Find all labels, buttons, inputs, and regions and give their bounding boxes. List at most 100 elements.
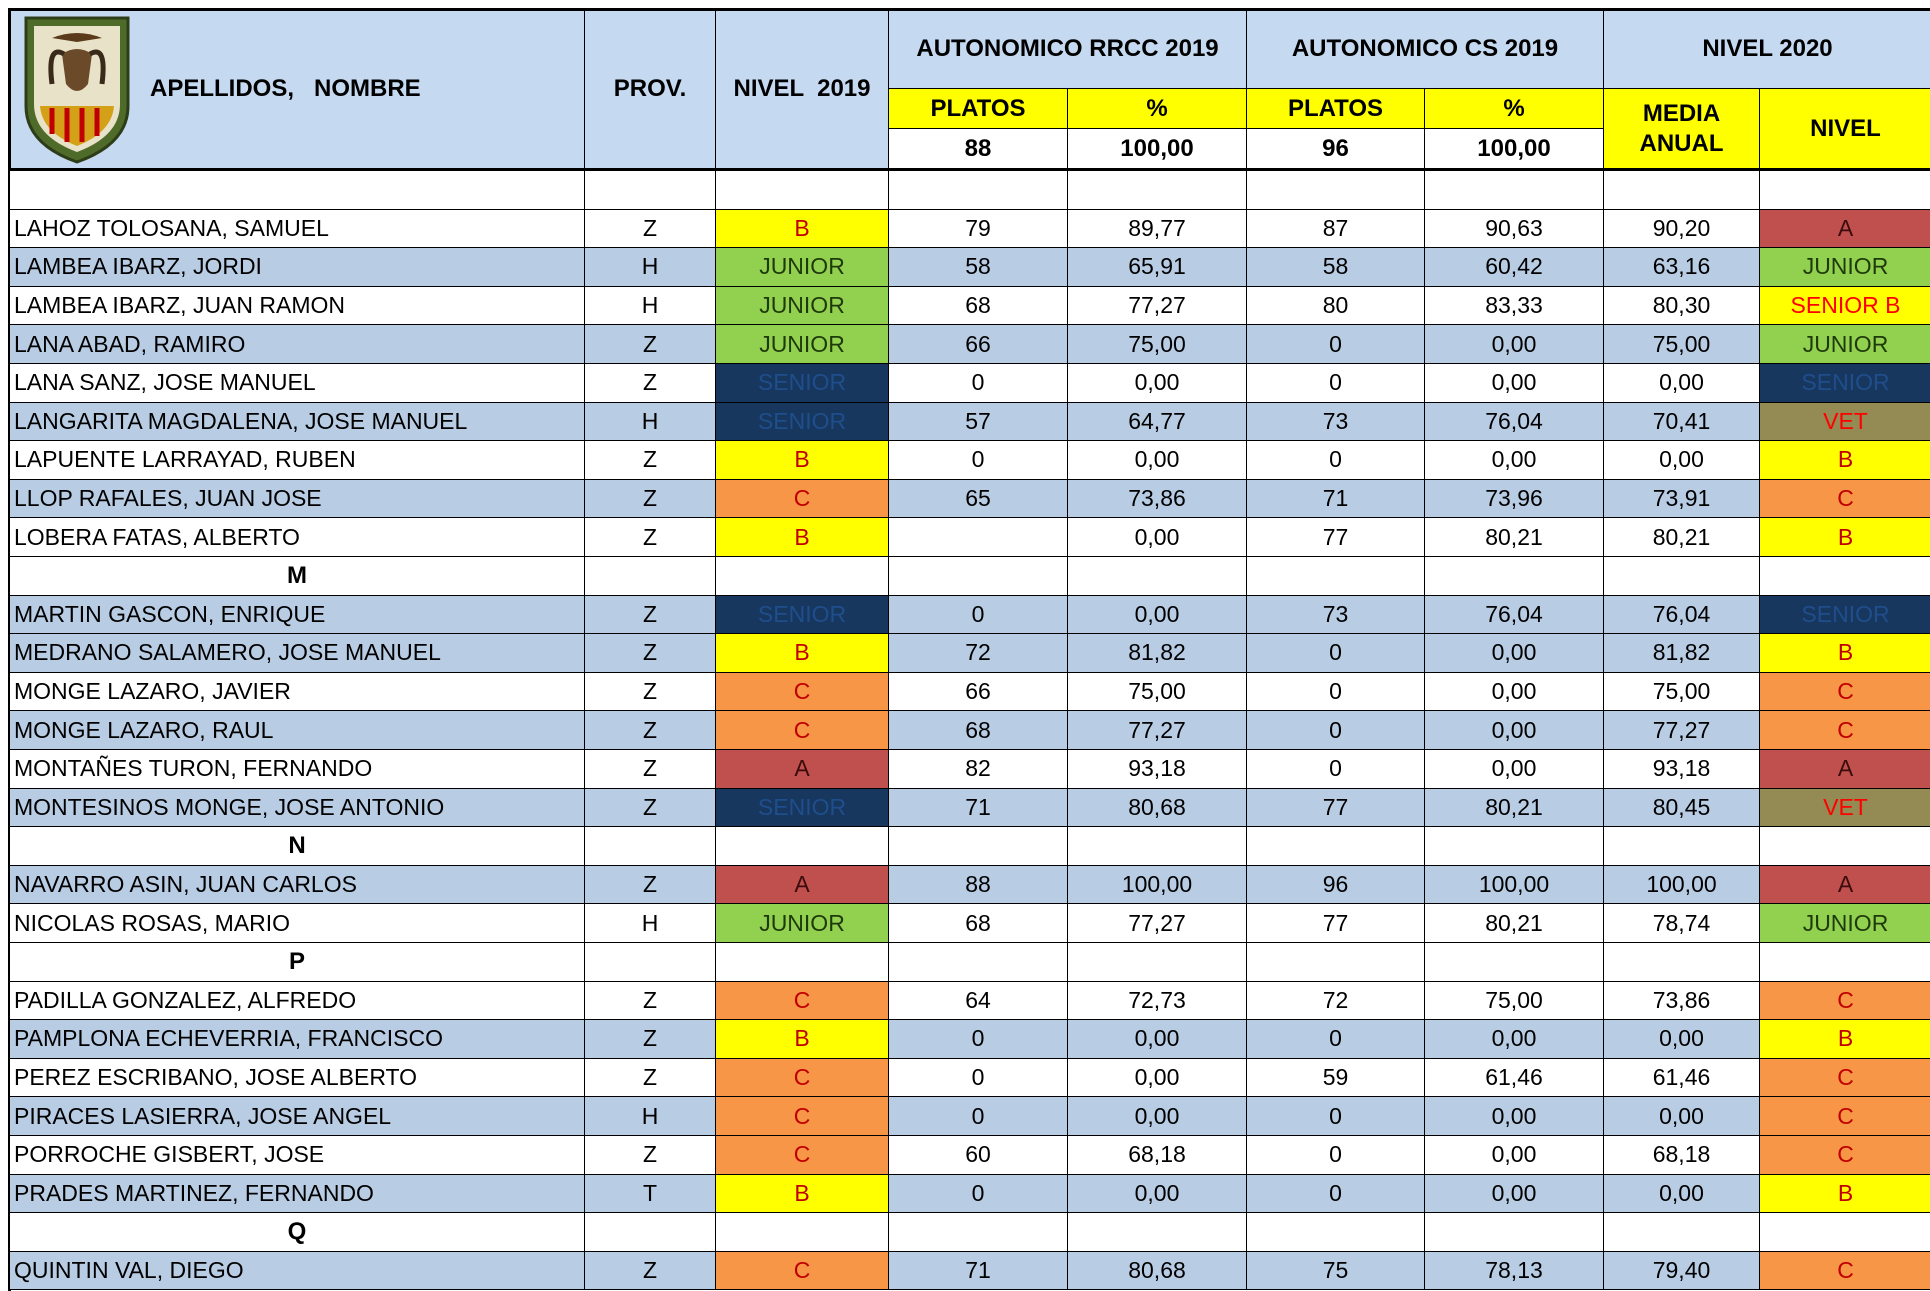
cs-platos: 87 [1247,209,1425,249]
nivel2020: SENIOR B [1760,286,1930,326]
prov: Z [585,672,716,712]
name: LOBERA FATAS, ALBERTO [10,518,585,557]
media: 80,21 [1604,518,1760,557]
cs-platos: 73 [1247,595,1425,635]
cs-pct: 76,04 [1425,595,1604,635]
cs-pct: 76,04 [1425,402,1604,442]
cell [10,171,585,210]
cs-platos: 73 [1247,402,1425,442]
rrcc-platos: 0 [889,1020,1068,1059]
prov: Z [585,981,716,1021]
media: 75,00 [1604,672,1760,712]
cell [1604,943,1760,982]
cell [585,943,716,982]
letter-heading: M [10,557,585,596]
cs-pct: 80,21 [1425,788,1604,828]
rrcc-pct: 75,00 [1068,325,1247,364]
nivel2020: SENIOR [1760,364,1930,403]
media: 76,04 [1604,595,1760,635]
letter-heading: N [10,827,585,866]
name: PORROCHE GISBERT, JOSE [10,1136,585,1175]
nivel2019: JUNIOR [716,325,889,364]
media: 61,46 [1604,1058,1760,1098]
cs-pct: 60,42 [1425,248,1604,287]
name: PIRACES LASIERRA, JOSE ANGEL [10,1097,585,1136]
rrcc-pct: 0,00 [1068,595,1247,635]
cs-platos: 0 [1247,634,1425,673]
prov: Z [585,479,716,519]
prov: H [585,904,716,943]
cell [1604,171,1760,210]
nivel2019: SENIOR [716,595,889,635]
nivel2019: A [716,750,889,789]
media: 80,45 [1604,788,1760,828]
rrcc-pct: 75,00 [1068,672,1247,712]
nivel2020: A [1760,209,1930,249]
name: LAMBEA IBARZ, JORDI [10,248,585,287]
cs-platos: 59 [1247,1058,1425,1098]
nivel2020: B [1760,1174,1930,1214]
prov: Z [585,1251,716,1291]
cs-pct: 90,63 [1425,209,1604,249]
nivel2019: C [716,711,889,750]
cs-platos: 0 [1247,1174,1425,1214]
cell [1247,827,1425,866]
media: 0,00 [1604,364,1760,403]
name: LAHOZ TOLOSANA, SAMUEL [10,209,585,249]
rrcc-platos: 66 [889,325,1068,364]
cell [1425,171,1604,210]
cs-platos: 0 [1247,750,1425,789]
rrcc-pct: 0,00 [1068,518,1247,557]
nivel2019: SENIOR [716,788,889,828]
nivel2019: C [716,1097,889,1136]
cs-platos: 71 [1247,479,1425,519]
cell [585,557,716,596]
cs-pct: 0,00 [1425,1136,1604,1175]
rrcc-pct: 0,00 [1068,1174,1247,1214]
cell [1425,827,1604,866]
cs-pct: 83,33 [1425,286,1604,326]
header-nivel: NIVEL [1760,89,1930,169]
rrcc-pct: 68,18 [1068,1136,1247,1175]
nivel2019: C [716,1251,889,1291]
cell [1760,1213,1930,1252]
prov: Z [585,1020,716,1059]
media: 0,00 [1604,1174,1760,1214]
prov: Z [585,209,716,249]
nivel2019: JUNIOR [716,248,889,287]
nivel2020: C [1760,981,1930,1021]
nivel2019: B [716,634,889,673]
header-sub: PLATOS [1247,89,1425,129]
media: 73,86 [1604,981,1760,1021]
rrcc-pct: 89,77 [1068,209,1247,249]
cs-pct: 0,00 [1425,711,1604,750]
header-sub: % [1068,89,1247,129]
cell [716,171,889,210]
nivel2020: A [1760,865,1930,905]
rrcc-platos: 60 [889,1136,1068,1175]
nivel2019: C [716,672,889,712]
rrcc-pct: 77,27 [1068,904,1247,943]
cs-platos: 0 [1247,1136,1425,1175]
nivel2020: SENIOR [1760,595,1930,635]
prov: Z [585,750,716,789]
cell [1068,557,1247,596]
cell [1247,1213,1425,1252]
rrcc-platos: 0 [889,441,1068,480]
nivel2019: B [716,209,889,249]
header-rrcc: AUTONOMICO RRCC 2019 [889,10,1247,89]
cell [889,557,1068,596]
header-sub: % [1425,89,1604,129]
rrcc-platos: 66 [889,672,1068,712]
cs-pct: 80,21 [1425,904,1604,943]
rrcc-platos: 65 [889,479,1068,519]
name: MONGE LAZARO, JAVIER [10,672,585,712]
rrcc-pct: 65,91 [1068,248,1247,287]
cs-platos: 0 [1247,711,1425,750]
cell [1604,827,1760,866]
name: LAPUENTE LARRAYAD, RUBEN [10,441,585,480]
cs-platos: 0 [1247,1097,1425,1136]
nivel2019: SENIOR [716,364,889,403]
nivel2020: C [1760,1097,1930,1136]
name: QUINTIN VAL, DIEGO [10,1251,585,1291]
